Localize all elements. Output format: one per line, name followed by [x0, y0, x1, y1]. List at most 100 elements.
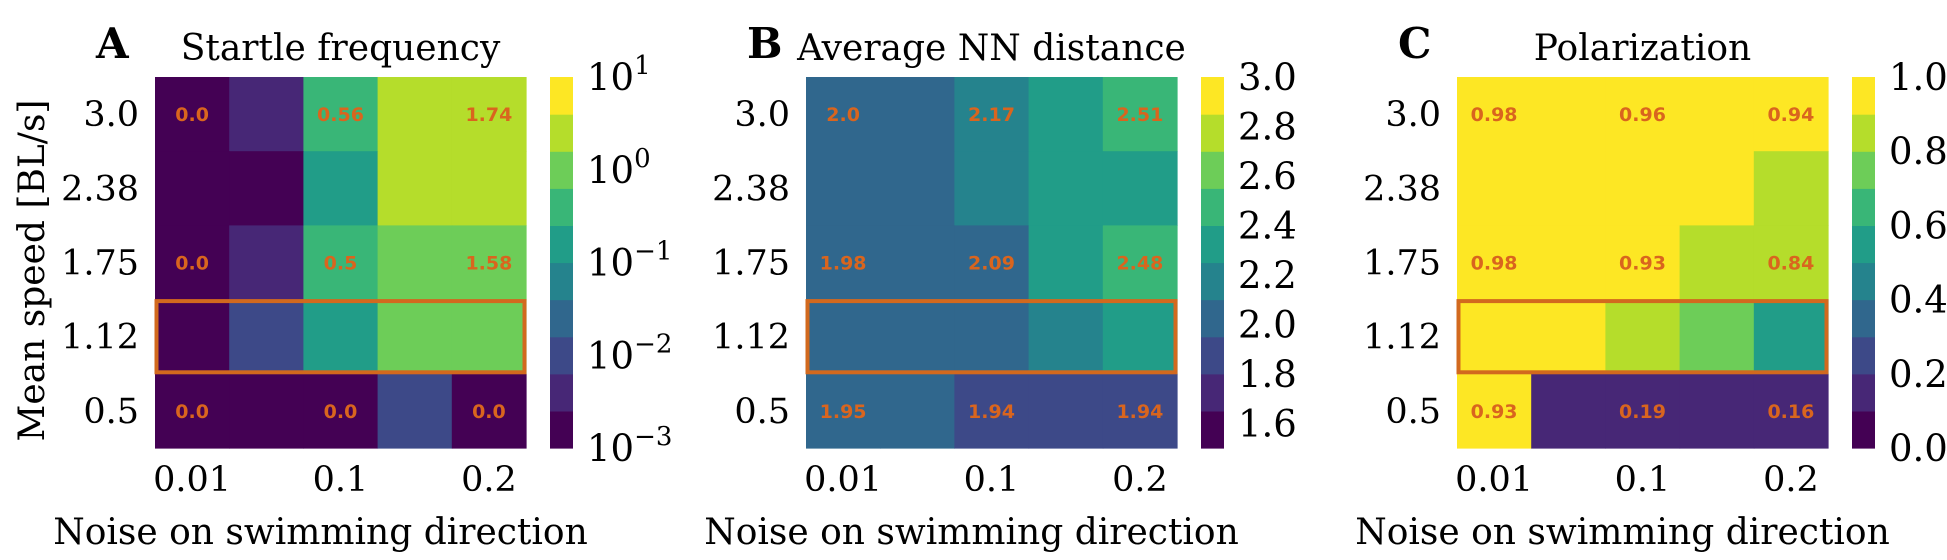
y-tick-label: 1.75 — [61, 244, 139, 284]
heatmap-cell — [806, 151, 881, 226]
cell-annotation: 2.17 — [968, 104, 1015, 126]
colorbar-segment — [550, 373, 573, 412]
colorbar-tick-label: 2.2 — [1238, 254, 1297, 297]
heatmap-cell — [880, 77, 955, 152]
y-tick-label: 0.5 — [1385, 392, 1441, 432]
x-axis-label: Noise on swimming direction — [1355, 512, 1890, 553]
x-tick-label: 0.2 — [1112, 460, 1168, 500]
colorbar-segment — [1852, 151, 1875, 189]
cell-annotation: 0.56 — [317, 104, 364, 126]
colorbar-segment — [1201, 299, 1224, 338]
heatmap-cell — [1605, 225, 1681, 301]
heatmap-cell — [1605, 299, 1681, 375]
heatmap-panel-C: 0.98 0.96 0.94 0.98 0.93 0.84 0.93 0.19 0.16 C Pol… — [1355, 19, 1947, 553]
heatmap-cell — [303, 151, 379, 226]
heatmap-cell — [229, 373, 304, 449]
heatmap-cell — [229, 151, 304, 226]
cell-annotation: 0.84 — [1767, 253, 1814, 275]
x-tick-label: 0.01 — [1455, 460, 1533, 500]
y-tick-label: 1.75 — [712, 244, 790, 284]
colorbar-tick-label: 2.0 — [1238, 303, 1297, 346]
cell-annotation: 1.98 — [820, 253, 867, 275]
y-tick-label: 0.5 — [83, 392, 139, 432]
y-tick-label: 1.75 — [1363, 244, 1441, 284]
x-axis-label: Noise on swimming direction — [53, 512, 588, 553]
heatmap-cell — [1531, 225, 1606, 301]
heatmap-cell — [1457, 151, 1532, 226]
y-tick-label: 0.5 — [734, 392, 790, 432]
colorbar-segment — [550, 151, 573, 189]
heatmap-cell — [880, 225, 955, 301]
cell-annotation: 0.0 — [175, 401, 209, 423]
panel-letter: B — [747, 19, 783, 68]
colorbar: 3.0 2.8 2.6 2.4 2.2 2.0 1.8 1.6 — [1201, 56, 1297, 449]
colorbar-tick-label: 1.8 — [1238, 353, 1297, 396]
heatmap-cell — [1102, 225, 1178, 301]
heatmap-panel-B: 2.0 2.17 2.51 1.98 2.09 2.48 1.95 1.94 1.94 B Aver… — [704, 19, 1297, 553]
colorbar-segment — [550, 410, 573, 449]
heatmap-cell — [806, 299, 881, 375]
heatmap-cell — [1679, 299, 1755, 375]
cell-annotation: 2.0 — [826, 104, 860, 126]
cell-annotation: 0.94 — [1767, 104, 1814, 126]
x-tick-label: 0.01 — [153, 460, 231, 500]
colorbar-tick-label: 101 — [587, 51, 651, 99]
colorbar-segment — [550, 114, 573, 152]
heatmap-cell — [1679, 373, 1755, 449]
colorbar-tick-label: 0.6 — [1889, 204, 1947, 247]
x-tick-label: 0.2 — [461, 460, 517, 500]
colorbar-segment — [1201, 188, 1224, 226]
x-tick-label: 0.1 — [313, 460, 369, 500]
heatmap-cell — [451, 299, 527, 375]
colorbar-segment — [550, 188, 573, 226]
heatmap-cell — [1028, 373, 1104, 449]
heatmap-cell — [954, 225, 1030, 301]
colorbar-segment — [1852, 336, 1875, 375]
y-tick-label: 1.12 — [712, 318, 790, 358]
heatmap-cell — [1102, 373, 1178, 449]
cell-annotation: 0.93 — [1619, 253, 1666, 275]
colorbar-tick-label: 0.0 — [1889, 427, 1947, 470]
heatmap-cell — [806, 77, 881, 152]
colorbar-segment — [1201, 77, 1224, 115]
heatmap-cell — [155, 77, 230, 152]
colorbar-tick-label: 100 — [587, 144, 651, 192]
colorbar-segment — [550, 262, 573, 301]
cell-annotation: 0.96 — [1619, 104, 1666, 126]
colorbar-tick-label: 3.0 — [1238, 56, 1297, 99]
heatmap-cell — [1028, 151, 1104, 226]
heatmap-cell — [229, 225, 304, 301]
heatmap-cell — [880, 373, 955, 449]
y-tick-label: 3.0 — [1385, 95, 1441, 135]
heatmap-panel-A: 0.0 0.56 1.74 0.0 0.5 1.58 0.0 0.0 0.0 A Startle f… — [12, 19, 672, 553]
heatmap-cell — [377, 299, 453, 375]
heatmap-cell — [1102, 151, 1178, 226]
y-tick-label: 2.38 — [1363, 169, 1441, 209]
panel-letter: A — [95, 19, 130, 68]
x-tick-label: 0.2 — [1763, 460, 1819, 500]
colorbar-segment — [550, 225, 573, 264]
heatmap-cell — [451, 225, 527, 301]
y-tick-label: 2.38 — [61, 169, 139, 209]
panel-title: Startle frequency — [181, 28, 501, 69]
cell-annotation: 0.0 — [324, 401, 358, 423]
heatmap-cell — [880, 299, 955, 375]
heatmap-cell — [303, 299, 379, 375]
heatmap-cell — [451, 77, 527, 152]
colorbar: 101 100 10−1 10−2 10−3 — [550, 51, 672, 470]
heatmap-cell — [303, 225, 379, 301]
colorbar-segment — [550, 336, 573, 375]
x-axis-label: Noise on swimming direction — [704, 512, 1239, 553]
colorbar-segment — [1852, 410, 1875, 449]
heatmap-cell — [1102, 77, 1178, 152]
cell-annotation: 0.98 — [1471, 253, 1518, 275]
colorbar-segment — [1852, 299, 1875, 338]
heatmap-cell — [451, 151, 527, 226]
heatmap-cell — [377, 77, 453, 152]
colorbar-tick-label: 10−1 — [587, 237, 672, 285]
heatmap-cell — [806, 373, 881, 449]
heatmap-cell — [155, 225, 230, 301]
heatmap-cell — [155, 151, 230, 226]
panel-title: Average NN distance — [796, 28, 1186, 69]
